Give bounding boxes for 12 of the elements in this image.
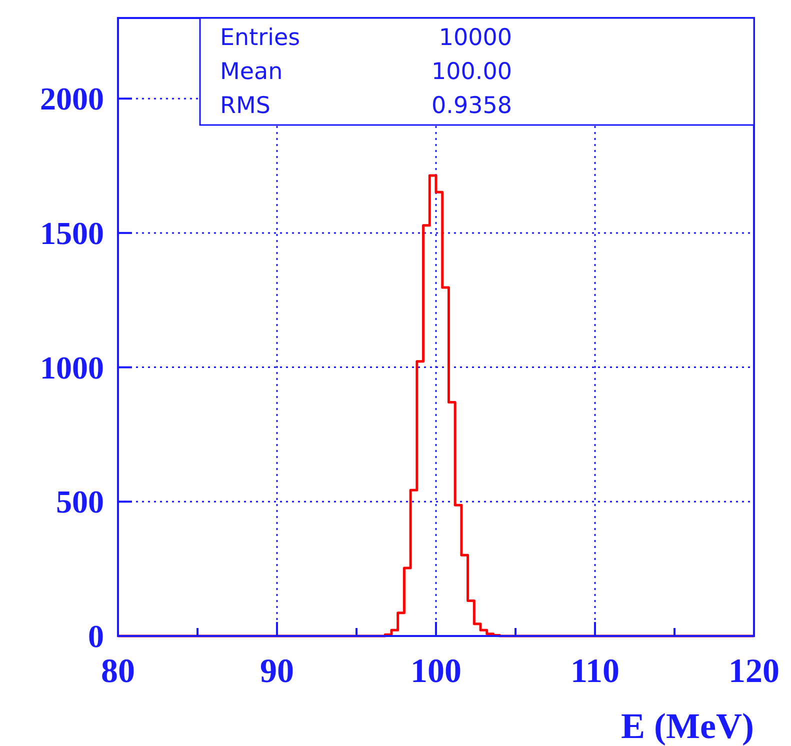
x-tick-label: 80	[101, 653, 135, 690]
stats-panel: Entries 10000 Mean 100.00 RMS 0.9358	[199, 17, 755, 126]
x-tick-label: 100	[410, 653, 462, 690]
x-axis-title: E (MeV)	[621, 706, 754, 746]
y-tick-label: 1000	[40, 349, 104, 386]
y-tick-label: 0	[88, 618, 104, 654]
y-tick-label: 2000	[40, 80, 104, 117]
x-tick-label: 120	[728, 653, 780, 690]
x-tick-label: 110	[570, 653, 620, 690]
x-tick-label: 90	[260, 653, 294, 690]
y-tick-label: 1500	[40, 214, 104, 251]
y-tick-label: 500	[56, 484, 104, 520]
